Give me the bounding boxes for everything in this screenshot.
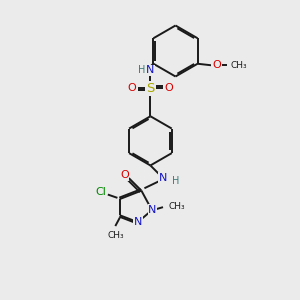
Text: O: O [128,83,136,93]
Text: N: N [159,173,167,183]
Text: O: O [164,83,173,93]
Text: CH₃: CH₃ [107,231,124,240]
Text: S: S [146,82,154,95]
Text: N: N [146,65,154,75]
Text: Cl: Cl [95,187,106,196]
Text: O: O [212,60,221,70]
Text: O: O [120,170,129,180]
Text: CH₃: CH₃ [231,61,247,70]
Text: CH₃: CH₃ [168,202,185,211]
Text: N: N [134,217,142,227]
Text: H: H [138,65,146,75]
Text: N: N [148,205,157,215]
Text: H: H [172,176,179,186]
